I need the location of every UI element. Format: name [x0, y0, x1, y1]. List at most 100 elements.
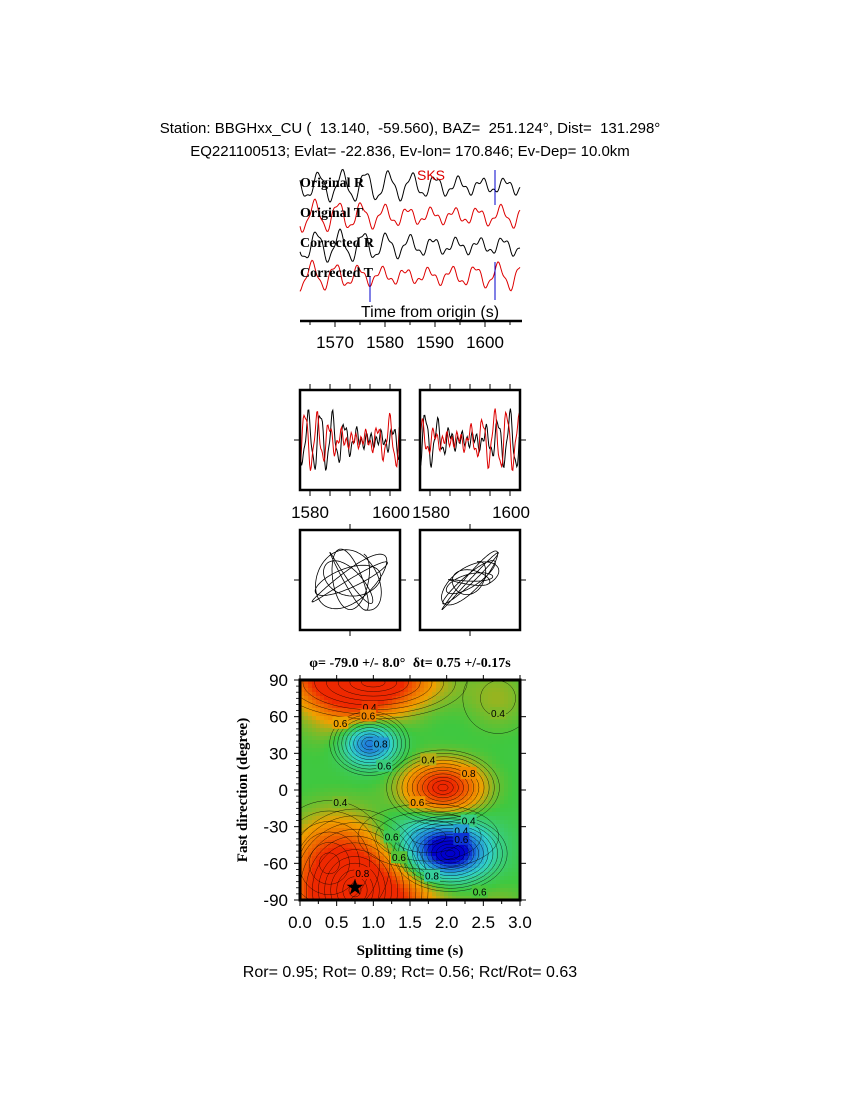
heatmap-cell — [488, 808, 493, 813]
heatmap-cell — [396, 804, 401, 809]
heatmap-cell — [500, 872, 505, 877]
heatmap-cell — [324, 708, 329, 713]
heatmap-cell — [316, 736, 321, 741]
heatmap-cell — [320, 736, 325, 741]
grid-title: φ= -79.0 +/- 8.0° δt= 0.75 +/-0.17s — [309, 656, 511, 671]
heatmap-cell — [368, 816, 373, 821]
heatmap-cell — [484, 832, 489, 837]
heatmap-cell — [344, 816, 349, 821]
heatmap-cell — [312, 732, 317, 737]
heatmap-cell — [408, 692, 413, 697]
heatmap-cell — [392, 824, 397, 829]
heatmap-cell — [484, 828, 489, 833]
heatmap-cell — [492, 764, 497, 769]
heatmap-cell — [320, 896, 325, 900]
heatmap-cell — [324, 684, 329, 689]
heatmap-cell — [312, 792, 317, 797]
heatmap-cell — [412, 712, 417, 717]
heatmap-cell — [304, 728, 309, 733]
heatmap-cell — [328, 896, 333, 900]
heatmap-cell — [420, 708, 425, 713]
heatmap-cell — [504, 712, 509, 717]
heatmap-cell — [468, 872, 473, 877]
heatmap-cell — [300, 840, 305, 845]
heatmap-cell — [432, 884, 437, 889]
heatmap-cell — [408, 780, 413, 785]
heatmap-cell — [460, 796, 465, 801]
heatmap-cell — [512, 748, 517, 753]
heatmap-cell — [400, 820, 405, 825]
heatmap-cell — [512, 804, 517, 809]
heatmap-cell — [464, 688, 469, 693]
heatmap-cell — [476, 860, 481, 865]
heatmap-cell — [500, 880, 505, 885]
heatmap-cell — [412, 700, 417, 705]
heatmap-cell — [372, 724, 377, 729]
heatmap-cell — [468, 856, 473, 861]
heatmap-cell — [516, 752, 520, 757]
grid-x-tick-label: 2.0 — [435, 913, 459, 932]
heatmap-cell — [488, 692, 493, 697]
heatmap-cell — [512, 888, 517, 893]
heatmap-cell — [508, 748, 513, 753]
contour-label: 0.6 — [410, 798, 424, 809]
heatmap-cell — [436, 820, 441, 825]
heatmap-cell — [312, 724, 317, 729]
heatmap-cell — [368, 844, 373, 849]
heatmap-cell — [468, 720, 473, 725]
heatmap-cell — [396, 684, 401, 689]
heatmap-cell — [428, 852, 433, 857]
heatmap-cell — [308, 800, 313, 805]
heatmap-cell — [380, 808, 385, 813]
heatmap-cell — [368, 832, 373, 837]
heatmap-cell — [476, 864, 481, 869]
heatmap-cell — [324, 804, 329, 809]
heatmap-cell — [324, 716, 329, 721]
heatmap-cell — [380, 836, 385, 841]
heatmap-cell — [472, 748, 477, 753]
heatmap-cell — [512, 872, 517, 877]
heatmap-cell — [492, 836, 497, 841]
heatmap-cell — [484, 696, 489, 701]
heatmap-cell — [312, 688, 317, 693]
heatmap-cell — [492, 864, 497, 869]
heatmap-cell — [352, 688, 357, 693]
heatmap-cell — [456, 896, 461, 900]
heatmap-cell — [480, 728, 485, 733]
heatmap-cell — [416, 772, 421, 777]
heatmap-cell — [312, 808, 317, 813]
heatmap-cell — [516, 732, 520, 737]
heatmap-cell — [484, 812, 489, 817]
heatmap-cell — [472, 868, 477, 873]
heatmap-cell — [424, 856, 429, 861]
heatmap-cell — [364, 784, 369, 789]
heatmap-cell — [392, 812, 397, 817]
heatmap-cell — [436, 800, 441, 805]
heatmap-cell — [420, 840, 425, 845]
heatmap-cell — [508, 852, 513, 857]
heatmap-cell — [352, 888, 357, 893]
heatmap-cell — [508, 868, 513, 873]
heatmap-cell — [496, 704, 501, 709]
heatmap-cell — [392, 848, 397, 853]
heatmap-cell — [324, 736, 329, 741]
contour-label-bg — [409, 796, 426, 809]
heatmap-cell — [448, 724, 453, 729]
heatmap-cell — [368, 788, 373, 793]
heatmap-cell — [320, 868, 325, 873]
heatmap-cell — [304, 696, 309, 701]
heatmap-cell — [324, 756, 329, 761]
heatmap-cell — [332, 728, 337, 733]
heatmap-cell — [440, 800, 445, 805]
heatmap-cell — [436, 736, 441, 741]
heatmap-cell — [404, 736, 409, 741]
heatmap-cell — [416, 752, 421, 757]
heatmap-cell — [508, 700, 513, 705]
heatmap-cell — [516, 892, 520, 897]
heatmap-cell — [372, 752, 377, 757]
heatmap-cell — [412, 896, 417, 900]
heatmap-cell — [396, 720, 401, 725]
heatmap-cell — [440, 772, 445, 777]
heatmap-cell — [432, 744, 437, 749]
heatmap-cell — [340, 864, 345, 869]
